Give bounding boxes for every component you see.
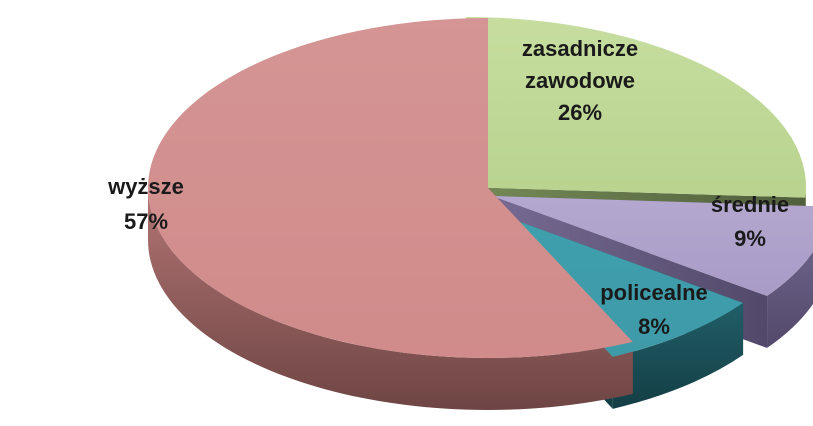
slice-wyzsze-top — [147, 18, 633, 358]
slice-wyzsze-outer-wall — [148, 188, 633, 410]
label-srednie-name: średnie — [711, 192, 789, 217]
pie-tops — [147, 17, 813, 358]
label-policealne-value: 8% — [638, 314, 670, 339]
label-wyzsze-value: 57% — [124, 209, 168, 234]
label-wyzsze-name: wyższe — [107, 174, 184, 199]
label-policealne-name: policealne — [600, 280, 708, 305]
slice-policealne-outer-wall — [612, 302, 744, 409]
pie-labels: zasadnicze zawodowe 26% średnie 9% polic… — [107, 36, 789, 339]
label-srednie-value: 9% — [734, 226, 766, 251]
label-zasadnicze-line-2: zawodowe — [525, 68, 635, 93]
slice-zasadnicze-top — [466, 17, 807, 198]
label-zasadnicze-value: 26% — [558, 100, 602, 125]
slice-srednie-outer-wall — [767, 251, 813, 348]
label-zasadnicze-line-1: zasadnicze — [522, 36, 638, 61]
slice-srednie-top — [492, 196, 813, 296]
